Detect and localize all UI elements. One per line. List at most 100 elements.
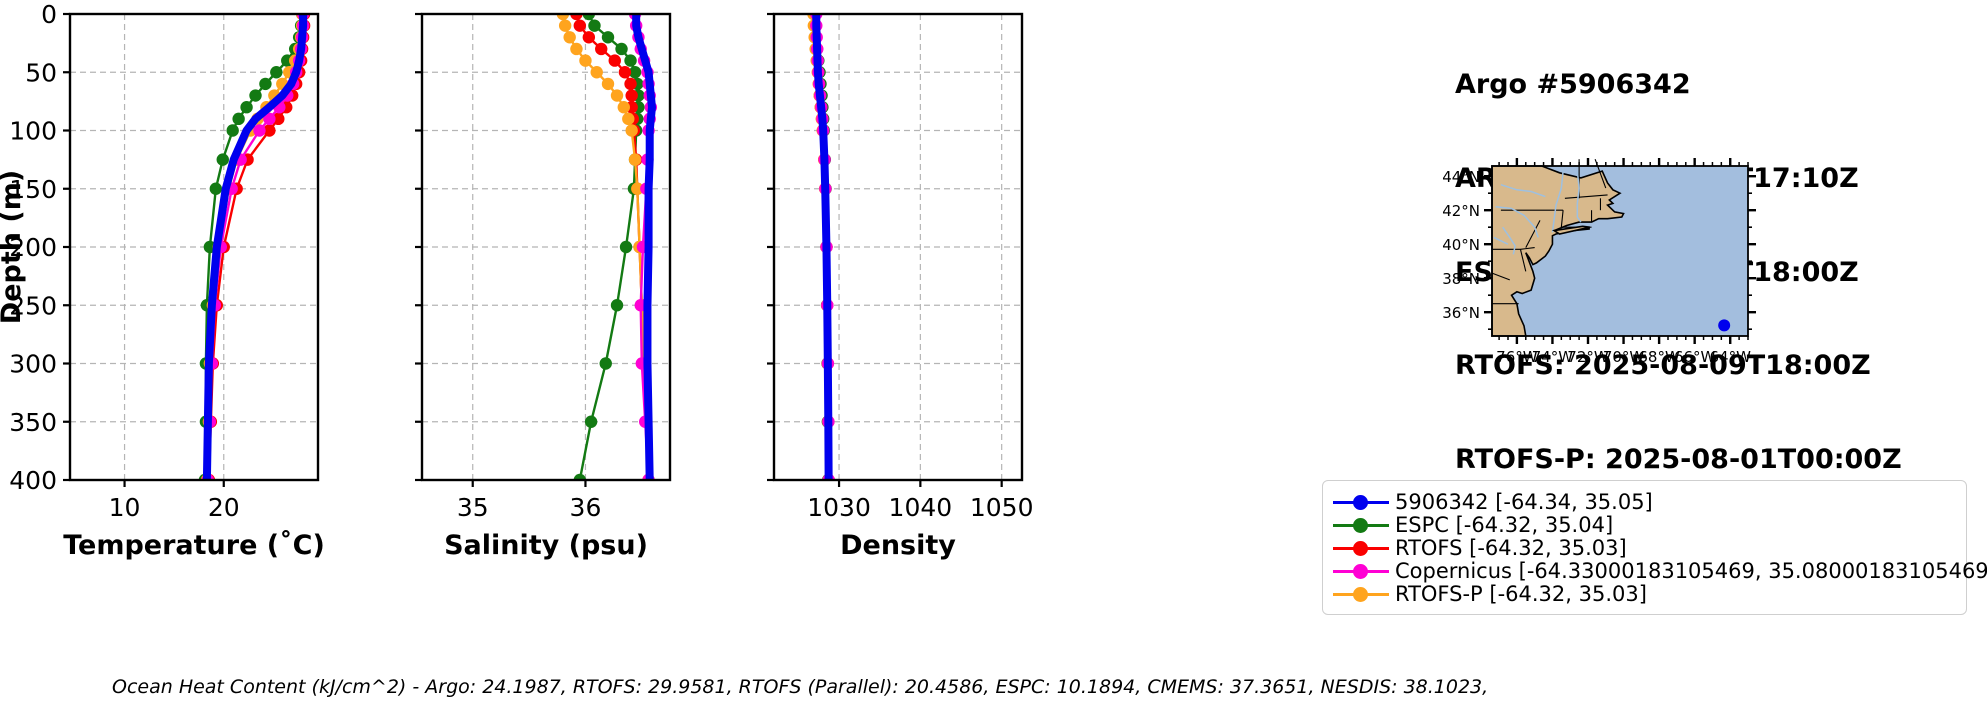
y-tick-label: 150: [9, 175, 57, 204]
temperature-axes: 0 50 100 150 200 250 300 350 400 10 20 Temperature …: [0, 0, 325, 560]
legend-label-copernicus: Copernicus [-64.33000183105469, 35.08000…: [1395, 558, 1987, 583]
data-point-espc: [259, 77, 272, 91]
location-map: 44°N 42°N 40°N 38°N 36°N 76°W 74°W 72°W 70°W 68°W…: [1430, 158, 1760, 373]
data-point-rtofsp: [563, 31, 576, 44]
map-lon-label: 64°W: [1710, 348, 1752, 366]
y-tick-label: 100: [9, 117, 57, 146]
map-river: [1495, 206, 1539, 238]
data-point-espc: [216, 153, 229, 166]
data-point-rtofs: [263, 124, 276, 137]
data-point-espc: [573, 473, 587, 480]
data-point-rtofs: [272, 112, 285, 126]
data-point-espc: [249, 89, 262, 102]
legend-swatch-argo: [1333, 492, 1389, 512]
density-axes: 1030 1040 1050 Density: [767, 12, 1033, 560]
x-axis-title: Temperature (˚C): [63, 530, 325, 560]
map-river: [1502, 226, 1516, 255]
legend-swatch-espc: [1333, 515, 1389, 535]
legend-item-espc[interactable]: ESPC [-64.32, 35.04]: [1333, 512, 1956, 537]
map-river: [1500, 183, 1546, 198]
legend-swatch-copernicus: [1333, 561, 1389, 581]
map-float-marker[interactable]: [1718, 319, 1731, 332]
data-point-espc: [240, 101, 253, 114]
legend-item-rtofsp[interactable]: RTOFS-P [-64.32, 35.03]: [1333, 581, 1956, 606]
legend-item-argo[interactable]: 5906342 [-64.34, 35.05]: [1333, 489, 1956, 514]
legend-item-rtofs[interactable]: RTOFS [-64.32, 35.03]: [1333, 536, 1956, 560]
map-state-border: [1532, 220, 1541, 235]
data-point-espc: [209, 182, 223, 195]
data-point-rtofsp: [579, 54, 592, 67]
map-state-border: [1564, 194, 1608, 199]
map-lat-label: 42°N: [1442, 202, 1480, 220]
map-lat-label: 44°N: [1442, 168, 1480, 186]
data-point-espc: [624, 54, 637, 67]
legend: 5906342 [-64.34, 35.05] ESPC [-64.32, 35…: [1322, 480, 1987, 615]
salinity-axes: 35 36 Salinity (psu): [415, 12, 672, 560]
data-point-espc: [610, 299, 624, 312]
temperature-panel: 0 50 100 150 200 250 300 350 400 10 20 Temperature …: [0, 0, 340, 560]
y-tick-label: 50: [25, 58, 57, 87]
x-tick-label: 36: [570, 493, 602, 522]
data-point-rtofs: [618, 66, 632, 79]
map-state-border: [1520, 247, 1535, 250]
density-panel: 1030 1040 1050 Density: [704, 0, 1044, 560]
y-tick-label: 350: [9, 408, 57, 437]
x-tick-label: 1030: [807, 493, 871, 522]
map-lat-label: 36°N: [1442, 304, 1480, 322]
data-point-rtofs: [625, 89, 638, 102]
data-point-rtofsp: [622, 112, 635, 126]
x-axis-title: Salinity (psu): [444, 530, 648, 560]
salinity-panel: 35 36 Salinity (psu): [352, 0, 692, 560]
y-tick-label: 400: [9, 466, 57, 495]
y-tick-label: 0: [41, 0, 57, 29]
data-point-espc: [601, 31, 615, 44]
data-point-espc: [615, 42, 628, 56]
legend-label-argo: 5906342 [-64.34, 35.05]: [1395, 489, 1653, 514]
x-tick-label: 20: [208, 493, 240, 522]
y-tick-label: 200: [9, 233, 57, 262]
legend-label-rtofsp: RTOFS-P [-64.32, 35.03]: [1395, 581, 1647, 606]
data-point-rtofs: [624, 77, 637, 91]
map-lat-label: 38°N: [1442, 270, 1480, 288]
data-point-rtofsp: [570, 42, 583, 56]
data-point-rtofsp: [590, 66, 603, 79]
x-axis-title: Density: [840, 530, 956, 560]
x-tick-label: 10: [109, 493, 141, 522]
map-lon-label: 74°W: [1532, 348, 1574, 366]
legend-swatch-rtofs: [1333, 538, 1389, 558]
data-point-espc: [270, 66, 283, 79]
map-lon-label: 66°W: [1674, 348, 1716, 366]
map-state-border: [1519, 249, 1527, 272]
data-point-copernicus: [263, 112, 276, 126]
data-point-rtofsp: [625, 124, 638, 137]
data-point-rtofsp: [628, 153, 642, 166]
data-point-rtofs: [573, 19, 587, 32]
x-tick-label: 35: [457, 493, 489, 522]
series-line-argo: [202, 14, 308, 480]
map-lat-label: 40°N: [1442, 236, 1480, 254]
map-river: [1493, 236, 1509, 245]
y-tick-label: 300: [9, 350, 57, 379]
series-line-argo: [812, 14, 833, 480]
header-line-rtofsp: RTOFS-P: 2025-08-01T00:00Z: [1455, 444, 1902, 476]
map-state-border: [1560, 210, 1564, 228]
data-point-espc: [619, 240, 633, 254]
series-group: [807, 14, 835, 480]
data-point-rtofsp: [601, 77, 615, 91]
map-state-border: [1491, 272, 1510, 281]
map-frame: [1491, 165, 1749, 337]
data-point-rtofsp: [617, 101, 630, 114]
series-group: [556, 14, 658, 480]
data-point-espc: [628, 66, 642, 79]
map-lon-label: 72°W: [1567, 348, 1609, 366]
data-point-rtofsp: [558, 19, 572, 32]
legend-item-copernicus[interactable]: Copernicus [-64.33000183105469, 35.08000…: [1333, 559, 1987, 583]
data-point-rtofsp: [610, 89, 624, 102]
series-group: [198, 14, 311, 480]
header-line-title: Argo #5906342: [1455, 68, 1691, 100]
legend-label-espc: ESPC [-64.32, 35.04]: [1395, 512, 1614, 537]
location-map-svg: 44°N 42°N 40°N 38°N 36°N 76°W74°W72°W70°W68°W…: [1442, 158, 1756, 366]
map-lon-label: 76°W: [1496, 348, 1538, 366]
data-point-copernicus: [253, 124, 266, 137]
